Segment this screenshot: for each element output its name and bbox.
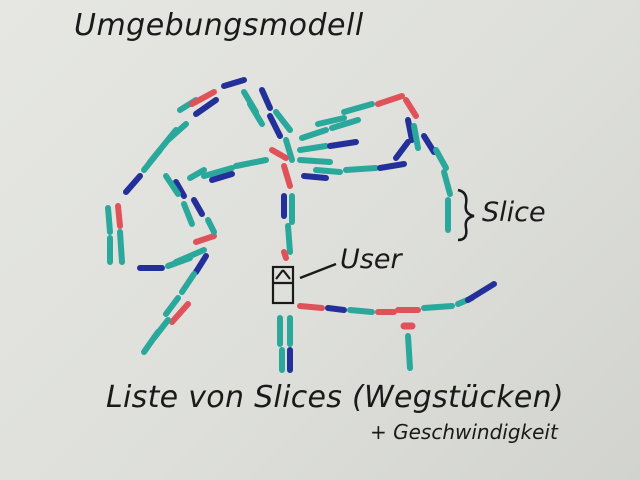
road-left-upper-loop xyxy=(123,77,269,235)
road-left-lower-loop xyxy=(105,203,217,271)
user-pointer-line xyxy=(299,262,337,280)
road-central-arch xyxy=(241,87,295,189)
user-label: User xyxy=(340,244,402,275)
road-bottom-right xyxy=(297,281,497,371)
road-bottom-left xyxy=(141,253,209,355)
slice-brace xyxy=(457,188,475,242)
diagram-title: Umgebungsmodell xyxy=(74,8,364,43)
caption-main: Liste von Slices (Wegstücken) xyxy=(106,380,564,415)
caption-sub: + Geschwindigkeit xyxy=(370,420,558,444)
slice-label: Slice xyxy=(482,197,546,228)
road-right-loop xyxy=(297,93,453,233)
road-trunk xyxy=(277,193,295,373)
user-marker-icon xyxy=(271,265,295,305)
